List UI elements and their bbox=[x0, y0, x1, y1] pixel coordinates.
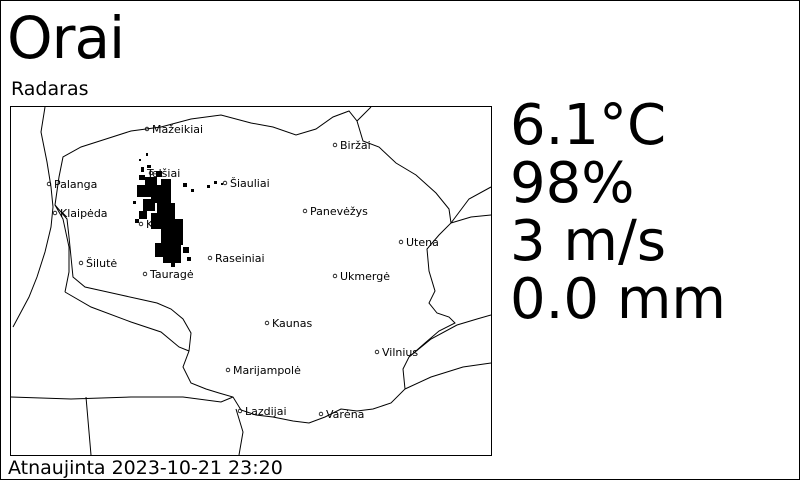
poland-border bbox=[11, 396, 244, 455]
city-markers bbox=[46, 126, 404, 417]
belarus-border bbox=[404, 214, 491, 390]
radar-section-title: Radaras bbox=[11, 78, 89, 100]
temperature-value: 6.1°C bbox=[510, 93, 667, 158]
city-dot-varena bbox=[318, 411, 324, 417]
city-label-panevezys: Panevėžys bbox=[310, 205, 368, 218]
city-dot-kaunas bbox=[264, 320, 270, 326]
city-label-varena: Varėna bbox=[326, 408, 364, 421]
city-label-silute: Šilutė bbox=[86, 257, 117, 270]
country-border bbox=[54, 110, 456, 424]
radar-map: Mažeikiai Biržai Telšiai Šiauliai Palang… bbox=[10, 106, 492, 456]
city-dot-lazdijai bbox=[237, 408, 243, 414]
city-dot-klaipeda bbox=[52, 210, 58, 216]
city-label-birzai: Biržai bbox=[340, 139, 371, 152]
city-dot-palanga bbox=[46, 181, 52, 187]
city-label-klaipeda: Klaipėda bbox=[60, 207, 108, 220]
last-updated-text: Atnaujinta 2023-10-21 23:20 bbox=[8, 457, 283, 479]
city-label-ukmerge: Ukmergė bbox=[340, 270, 390, 283]
city-dot-taurage bbox=[142, 271, 148, 277]
city-label-lazdijai: Lazdijai bbox=[245, 405, 287, 418]
coastline bbox=[12, 107, 54, 328]
city-dot-birzai bbox=[332, 142, 338, 148]
city-label-siauliai: Šiauliai bbox=[230, 177, 270, 190]
city-label-mazeikiai: Mažeikiai bbox=[152, 123, 203, 136]
current-readings: 6.1°C 98% 3 m/s 0.0 mm bbox=[510, 98, 795, 330]
city-label-vilnius: Vilnius bbox=[382, 346, 418, 359]
city-dot-raseiniai bbox=[207, 255, 213, 261]
city-label-kaunas: Kaunas bbox=[272, 317, 312, 330]
curonian-spit bbox=[54, 204, 70, 293]
city-dot-telsiai bbox=[148, 170, 154, 176]
kaliningrad-border bbox=[64, 291, 190, 352]
radar-map-svg: Mažeikiai Biržai Telšiai Šiauliai Palang… bbox=[11, 107, 491, 455]
wind-speed-value: 3 m/s bbox=[510, 209, 667, 274]
city-label-kelme: Kelmė bbox=[146, 218, 180, 231]
latvia-border bbox=[356, 107, 491, 224]
city-label-telsiai: Telšiai bbox=[146, 167, 180, 180]
humidity-value: 98% bbox=[510, 151, 635, 216]
city-dot-utena bbox=[398, 239, 404, 245]
city-label-taurage: Tauragė bbox=[149, 268, 194, 281]
city-label-utena: Utena bbox=[406, 236, 439, 249]
city-label-marijampole: Marijampolė bbox=[233, 364, 301, 377]
city-dot-panevezys bbox=[302, 208, 308, 214]
city-dot-vilnius bbox=[374, 349, 380, 355]
precipitation-value: 0.0 mm bbox=[510, 267, 726, 332]
city-labels: Mažeikiai Biržai Telšiai Šiauliai Palang… bbox=[54, 123, 439, 421]
city-label-raseiniai: Raseiniai bbox=[215, 252, 265, 265]
city-label-palanga: Palanga bbox=[54, 178, 97, 191]
city-dot-mazeikiai bbox=[144, 126, 150, 132]
city-dot-ukmerge bbox=[332, 273, 338, 279]
city-dot-marijampole bbox=[225, 367, 231, 373]
app-title: Orai bbox=[7, 4, 125, 72]
city-dot-kelme bbox=[138, 221, 144, 227]
radar-echoes bbox=[133, 153, 223, 267]
city-dot-silute bbox=[78, 260, 84, 266]
city-dot-siauliai bbox=[222, 180, 228, 186]
